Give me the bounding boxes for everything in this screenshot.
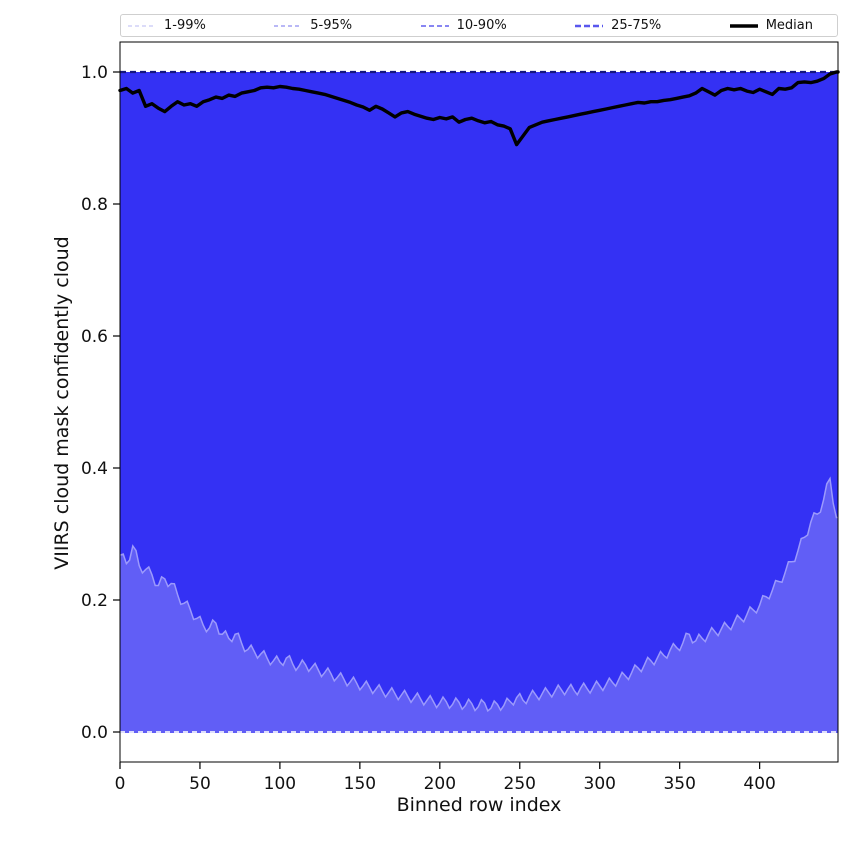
x-tick-label: 0 [115,774,126,794]
legend-item-5-95-: 5-95% [273,19,352,32]
x-tick-label: 200 [424,774,456,794]
legend: 1-99% 5-95% 10-90% 25-75% Median [120,14,838,37]
band-5-95-fill [120,478,838,733]
legend-label: Median [765,18,813,33]
y-tick-label: 0.8 [81,195,108,215]
legend-line-sample-icon [420,24,449,27]
y-tick-label: 0.4 [81,459,108,479]
median-line [118,70,840,147]
x-tick-label: 50 [189,774,211,794]
legend-line-sample-icon [575,24,604,27]
x-tick-label: 400 [743,774,775,794]
legend-line-sample-icon [274,24,303,27]
x-tick-label: 350 [663,774,695,794]
band-10-90-fill [120,72,838,711]
legend-label: 25-75% [611,18,662,33]
legend-item-25-75-: 25-75% [574,19,661,32]
y-tick-label: 0.6 [81,327,108,347]
legend-label: 5-95% [310,18,353,33]
y-tick-label: 0.2 [81,591,108,611]
y-axis-title: VIIRS cloud mask confidently cloud [51,236,73,570]
x-tick-label: 300 [584,774,616,794]
legend-item-median: Median [729,19,813,32]
legend-label: 1-99% [164,18,206,33]
axes-spines [119,41,839,763]
legend-label: 10-90% [456,18,507,33]
x-tick-label: 150 [344,774,376,794]
y-tick-label: 1.0 [81,63,108,83]
y-tick-label: 0.0 [81,723,108,743]
legend-item-10-90-: 10-90% [420,19,507,32]
legend-line-sample-icon [729,23,758,28]
percentile-10-line [119,476,838,713]
x-axis-title: Binned row index [396,794,562,816]
legend-item-1-99-: 1-99% [127,19,206,32]
legend-line-sample-icon [128,24,156,27]
x-tick-label: 250 [504,774,536,794]
x-tick-label: 100 [264,774,296,794]
